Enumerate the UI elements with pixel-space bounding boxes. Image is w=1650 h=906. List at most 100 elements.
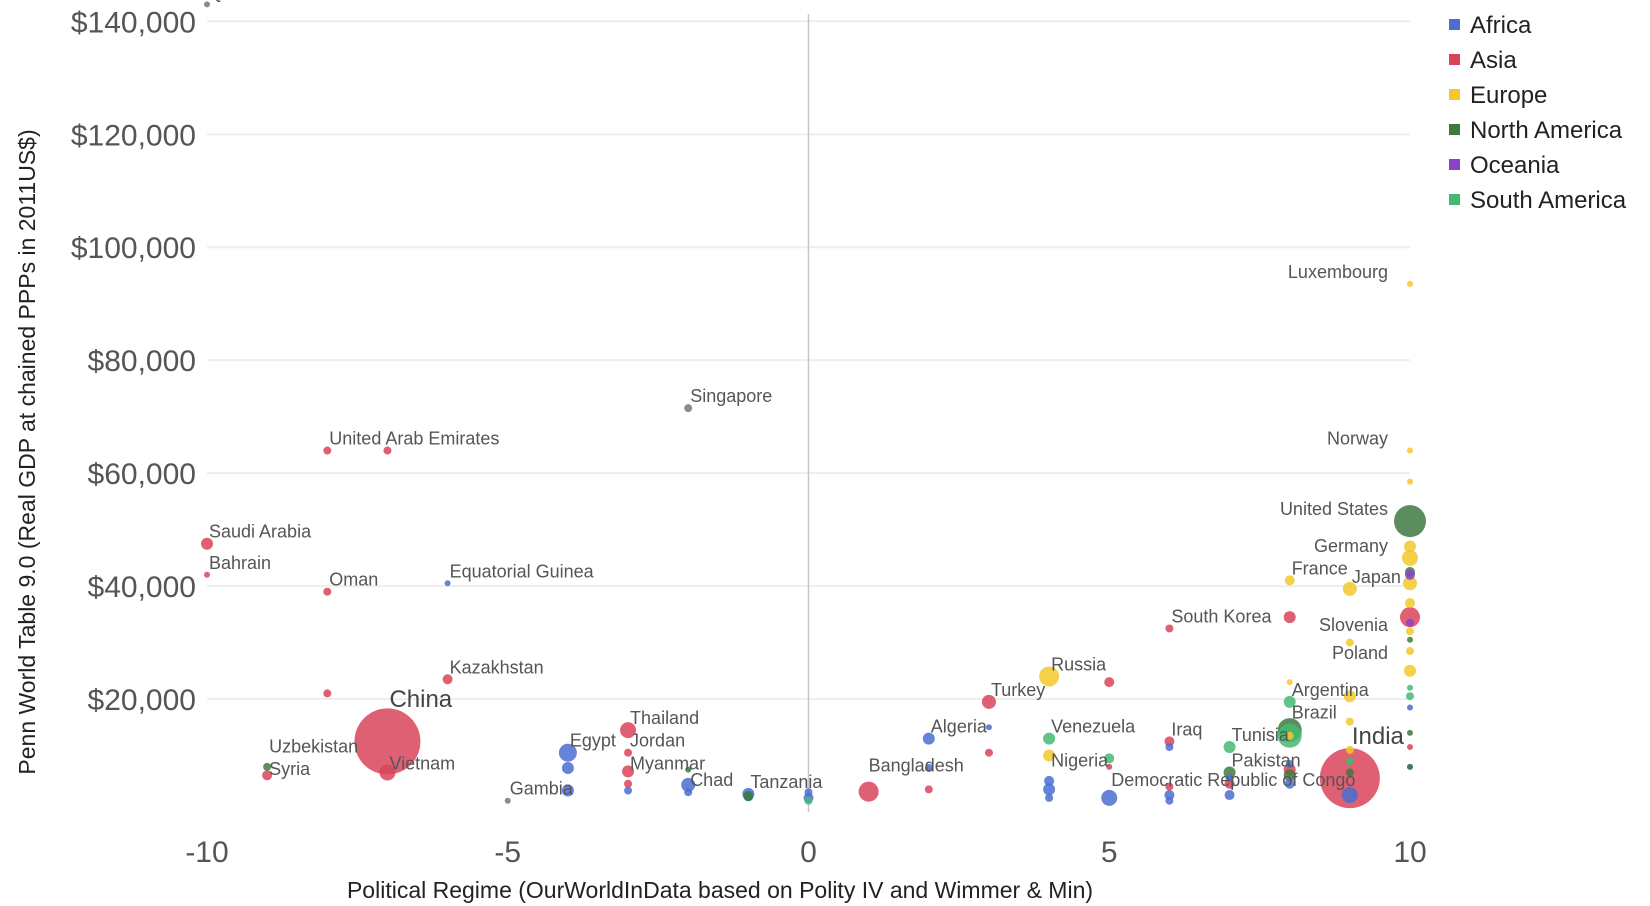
data-point-africa[interactable] xyxy=(922,732,935,745)
data-point-europe[interactable] xyxy=(1284,575,1295,586)
data-point-asia[interactable] xyxy=(379,764,396,781)
data-point-africa[interactable] xyxy=(985,724,992,731)
data-point-unclassified[interactable] xyxy=(504,797,511,804)
data-point-north-america[interactable] xyxy=(1394,505,1426,538)
data-point-north-america[interactable] xyxy=(685,766,692,773)
data-point-asia[interactable] xyxy=(620,722,637,739)
data-point-africa[interactable] xyxy=(1045,793,1054,802)
data-point-asia[interactable] xyxy=(624,748,633,757)
data-point-europe[interactable] xyxy=(1285,731,1294,740)
data-point-south-america[interactable] xyxy=(1345,757,1354,766)
data-point-africa[interactable] xyxy=(804,788,813,797)
data-point-north-america[interactable] xyxy=(1283,769,1296,782)
data-point-africa[interactable] xyxy=(1341,787,1358,804)
data-point-africa[interactable] xyxy=(561,784,574,797)
data-point-africa[interactable] xyxy=(1165,743,1174,752)
data-point-africa[interactable] xyxy=(1224,790,1235,801)
data-point-asia[interactable] xyxy=(1319,748,1380,809)
legend-item-south-america[interactable]: South America xyxy=(1449,187,1627,214)
data-point-unclassified[interactable] xyxy=(684,404,693,413)
data-point-south-america[interactable] xyxy=(1407,684,1413,691)
legend-item-europe[interactable]: Europe xyxy=(1449,82,1547,109)
data-point-europe[interactable] xyxy=(1405,598,1415,609)
data-point-north-america[interactable] xyxy=(1345,768,1354,777)
data-point-asia[interactable] xyxy=(1224,778,1235,789)
data-point-africa[interactable] xyxy=(924,763,933,772)
data-point-asia[interactable] xyxy=(1407,744,1413,751)
data-point-europe[interactable] xyxy=(1407,280,1413,287)
data-point-europe[interactable] xyxy=(1345,745,1354,754)
data-point-europe[interactable] xyxy=(1342,581,1357,596)
data-point-south-america[interactable] xyxy=(1223,741,1236,754)
data-point-asia[interactable] xyxy=(858,781,879,802)
data-point-africa[interactable] xyxy=(561,761,574,774)
data-point-europe[interactable] xyxy=(1406,647,1414,656)
data-point-asia[interactable] xyxy=(624,779,633,788)
data-point-africa[interactable] xyxy=(1101,789,1118,806)
data-point-africa[interactable] xyxy=(1043,783,1056,796)
data-point-europe[interactable] xyxy=(1345,717,1354,726)
data-point-africa[interactable] xyxy=(558,743,577,762)
data-point-asia[interactable] xyxy=(383,446,392,455)
data-point-unclassified[interactable] xyxy=(204,1,210,8)
data-point-africa[interactable] xyxy=(684,788,693,797)
data-point-south-america[interactable] xyxy=(1104,753,1115,764)
data-point-north-america[interactable] xyxy=(1407,729,1413,736)
data-point-europe[interactable] xyxy=(1406,627,1414,636)
data-point-asia[interactable] xyxy=(1164,736,1175,747)
data-point-asia[interactable] xyxy=(354,708,421,775)
data-point-asia[interactable] xyxy=(1104,677,1115,688)
data-point-north-america[interactable] xyxy=(263,762,272,771)
data-point-europe[interactable] xyxy=(1407,478,1413,485)
legend-item-africa[interactable]: Africa xyxy=(1449,12,1532,39)
data-point-asia[interactable] xyxy=(1400,607,1420,628)
data-point-south-america[interactable] xyxy=(1283,695,1296,708)
data-point-africa[interactable] xyxy=(1164,790,1175,801)
data-point-europe[interactable] xyxy=(1403,576,1417,591)
data-point-north-america[interactable] xyxy=(1407,763,1413,770)
data-point-south-america[interactable] xyxy=(804,796,813,805)
data-point-asia[interactable] xyxy=(204,571,210,578)
data-point-north-america[interactable] xyxy=(1223,766,1236,779)
data-point-oceania[interactable] xyxy=(1406,618,1414,627)
legend-item-north-america[interactable]: North America xyxy=(1449,117,1623,144)
data-point-north-america[interactable] xyxy=(743,791,754,802)
data-point-europe[interactable] xyxy=(1407,447,1413,454)
data-point-europe[interactable] xyxy=(1343,690,1356,703)
data-point-north-america[interactable] xyxy=(1407,636,1413,643)
data-point-africa[interactable] xyxy=(1225,774,1234,783)
data-point-asia[interactable] xyxy=(1106,763,1113,770)
data-point-europe[interactable] xyxy=(1404,664,1416,677)
data-point-europe[interactable] xyxy=(1402,549,1418,566)
data-point-asia[interactable] xyxy=(442,674,453,685)
data-point-africa[interactable] xyxy=(1407,704,1413,711)
data-point-europe[interactable] xyxy=(1043,749,1056,762)
data-point-south-america[interactable] xyxy=(1406,692,1414,701)
data-point-asia[interactable] xyxy=(1165,782,1174,791)
data-point-asia[interactable] xyxy=(1283,611,1296,624)
legend-item-oceania[interactable]: Oceania xyxy=(1449,152,1560,179)
data-point-europe[interactable] xyxy=(1286,679,1293,686)
data-point-asia[interactable] xyxy=(924,785,933,794)
data-point-asia[interactable] xyxy=(981,694,996,709)
data-point-europe[interactable] xyxy=(1404,540,1416,553)
data-point-asia[interactable] xyxy=(323,446,332,455)
legend-item-asia[interactable]: Asia xyxy=(1449,47,1517,74)
data-point-europe[interactable] xyxy=(1039,666,1060,687)
data-point-asia[interactable] xyxy=(323,587,332,596)
data-point-africa[interactable] xyxy=(1284,778,1295,789)
data-point-africa[interactable] xyxy=(1044,775,1055,786)
data-point-africa[interactable] xyxy=(681,777,696,792)
data-point-africa[interactable] xyxy=(624,786,633,795)
data-point-africa[interactable] xyxy=(1165,796,1174,805)
data-point-africa[interactable] xyxy=(444,580,451,587)
data-point-south-america[interactable] xyxy=(1043,732,1056,745)
data-point-asia[interactable] xyxy=(984,748,993,757)
data-point-asia[interactable] xyxy=(323,689,332,698)
data-point-asia[interactable] xyxy=(201,537,213,550)
data-point-africa[interactable] xyxy=(1285,759,1294,768)
data-point-oceania[interactable] xyxy=(1405,569,1415,580)
data-point-asia[interactable] xyxy=(622,765,635,778)
data-point-asia[interactable] xyxy=(1165,624,1174,633)
data-point-europe[interactable] xyxy=(1345,638,1354,647)
